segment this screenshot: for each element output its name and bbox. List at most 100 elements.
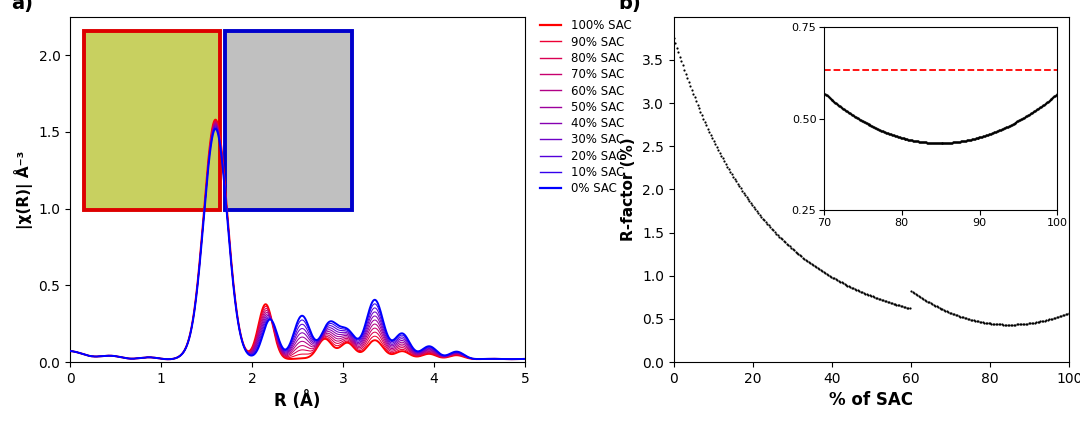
Point bbox=[752, 212, 769, 218]
Point bbox=[766, 229, 783, 235]
Point bbox=[742, 200, 759, 207]
Point bbox=[995, 321, 1012, 328]
Point bbox=[738, 194, 755, 200]
Point bbox=[950, 313, 968, 320]
Point bbox=[697, 119, 714, 125]
Point bbox=[825, 275, 842, 282]
Point bbox=[1026, 319, 1043, 326]
Point bbox=[972, 319, 989, 325]
Point bbox=[1055, 312, 1072, 318]
Point bbox=[1029, 319, 1047, 325]
Point bbox=[867, 294, 885, 301]
Point bbox=[948, 312, 966, 319]
Point bbox=[702, 132, 719, 139]
Point bbox=[718, 163, 735, 170]
Point bbox=[714, 155, 731, 162]
Point bbox=[704, 135, 721, 141]
Point bbox=[896, 304, 914, 311]
Point bbox=[966, 317, 983, 324]
Point bbox=[821, 272, 838, 279]
Text: a): a) bbox=[11, 0, 33, 13]
Point bbox=[792, 252, 809, 258]
Point bbox=[799, 258, 816, 264]
Point bbox=[689, 101, 706, 108]
Point bbox=[1020, 320, 1037, 327]
Point bbox=[899, 304, 916, 311]
Point bbox=[1005, 321, 1023, 328]
Point bbox=[805, 262, 822, 269]
Point bbox=[801, 260, 819, 266]
Point bbox=[753, 213, 770, 220]
Point bbox=[868, 295, 886, 301]
Point bbox=[1003, 321, 1021, 328]
Point bbox=[1051, 313, 1068, 320]
Point bbox=[1045, 315, 1063, 322]
Point bbox=[797, 256, 814, 263]
Point bbox=[847, 286, 864, 293]
Point bbox=[1014, 321, 1031, 328]
Point bbox=[1053, 312, 1070, 319]
Point bbox=[1043, 315, 1061, 322]
Point bbox=[693, 112, 711, 119]
Point bbox=[853, 289, 870, 296]
Point bbox=[1034, 318, 1051, 325]
Point bbox=[865, 294, 882, 301]
Point bbox=[1054, 312, 1071, 319]
Point bbox=[839, 282, 856, 289]
Point bbox=[748, 208, 766, 215]
Point bbox=[935, 306, 953, 313]
Point bbox=[855, 290, 873, 296]
Point bbox=[1025, 320, 1042, 326]
Point bbox=[670, 49, 687, 56]
Point bbox=[908, 292, 926, 298]
Point bbox=[930, 304, 947, 311]
Point bbox=[989, 321, 1007, 328]
Point bbox=[877, 298, 894, 305]
Point bbox=[780, 242, 797, 248]
Point bbox=[787, 248, 805, 255]
Point bbox=[928, 303, 945, 310]
Point bbox=[775, 237, 793, 244]
Point bbox=[789, 251, 807, 258]
Point bbox=[1011, 321, 1028, 328]
Point bbox=[1008, 321, 1025, 328]
Point bbox=[833, 279, 850, 286]
Point bbox=[984, 320, 1001, 327]
Point bbox=[711, 149, 728, 156]
Point bbox=[706, 141, 724, 147]
Text: b): b) bbox=[619, 0, 642, 13]
Point bbox=[919, 298, 936, 305]
Point bbox=[741, 198, 758, 205]
Point bbox=[781, 243, 798, 250]
Point bbox=[811, 266, 828, 273]
Point bbox=[970, 318, 987, 325]
Point bbox=[872, 296, 889, 303]
Point bbox=[876, 297, 893, 304]
Point bbox=[1015, 320, 1032, 327]
Point bbox=[815, 269, 833, 276]
X-axis label: R (Å): R (Å) bbox=[274, 392, 321, 410]
Point bbox=[861, 292, 878, 299]
Point bbox=[1018, 320, 1036, 327]
Point bbox=[1057, 311, 1075, 318]
Point bbox=[666, 40, 684, 46]
Point bbox=[987, 321, 1004, 328]
Point bbox=[669, 44, 686, 51]
Bar bbox=[225, 31, 352, 210]
Point bbox=[885, 300, 902, 307]
Point bbox=[859, 291, 876, 298]
Point bbox=[994, 321, 1011, 328]
Point bbox=[959, 315, 976, 322]
Point bbox=[912, 294, 929, 301]
Point bbox=[818, 271, 835, 277]
Point bbox=[1001, 321, 1018, 328]
Point bbox=[721, 168, 739, 175]
Point bbox=[864, 293, 881, 300]
Point bbox=[991, 321, 1009, 328]
Point bbox=[685, 90, 702, 97]
Point bbox=[863, 293, 880, 299]
Point bbox=[843, 284, 861, 291]
Point bbox=[879, 298, 896, 305]
Point bbox=[729, 181, 746, 187]
Point bbox=[904, 289, 921, 296]
